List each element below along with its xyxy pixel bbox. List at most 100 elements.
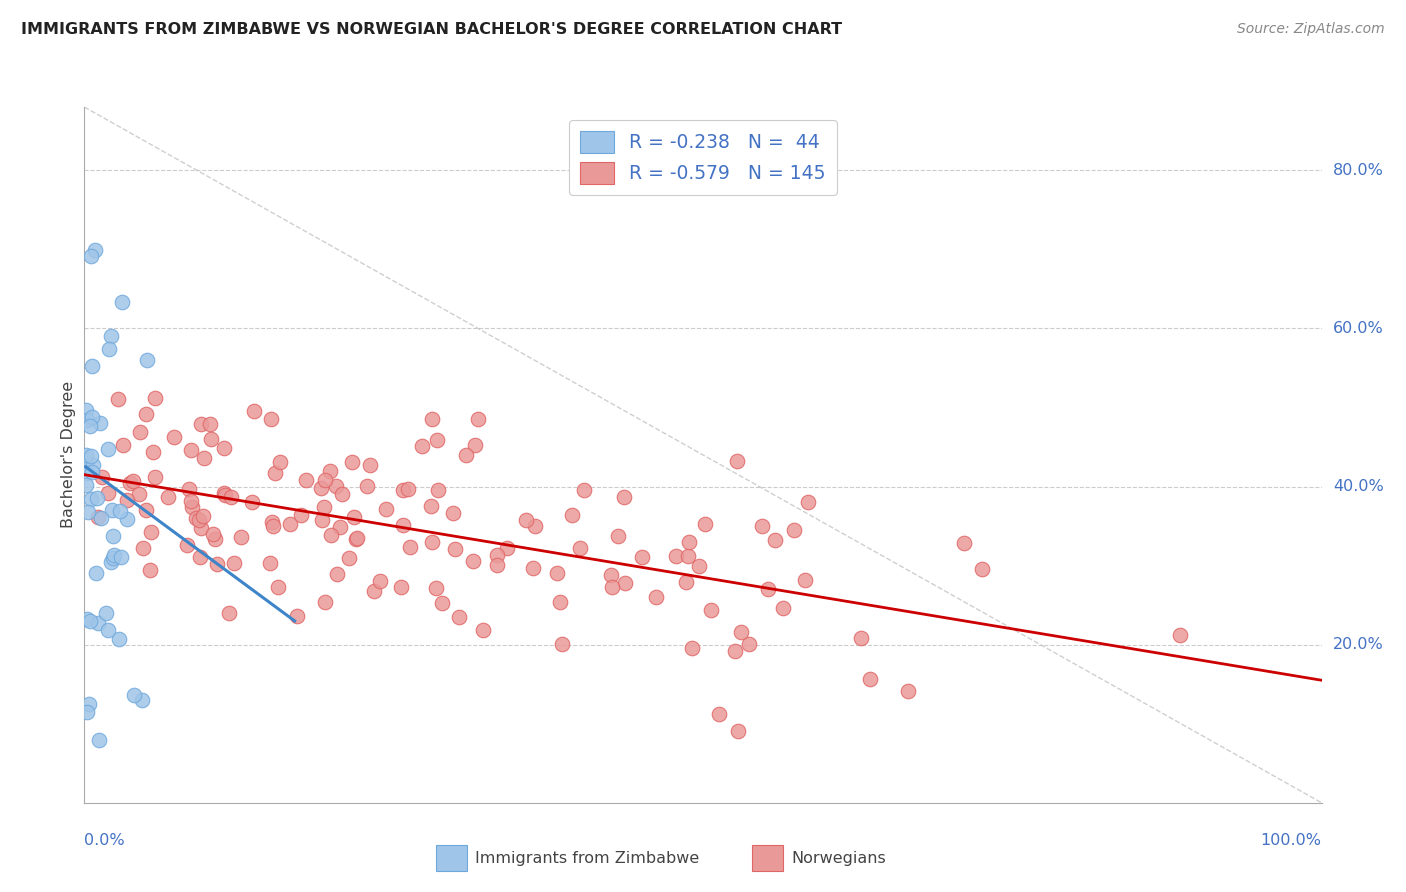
Point [121, 474, 143, 488]
Point [218, 606, 240, 620]
Point [693, 516, 716, 531]
Point [772, 600, 794, 615]
Point [392, 517, 415, 532]
Point [191, 508, 214, 523]
Point [607, 529, 630, 543]
Point [97, 623, 120, 637]
Point [522, 561, 544, 575]
Text: Immigrants from Zimbabwe: Immigrants from Zimbabwe [475, 851, 699, 865]
Point [135, 502, 157, 516]
Point [118, 475, 141, 490]
Point [122, 689, 145, 703]
Point [77, 697, 100, 711]
Point [193, 450, 215, 465]
Text: 60.0%: 60.0% [1333, 321, 1384, 336]
Point [363, 583, 385, 598]
Point [793, 574, 815, 588]
Point [515, 513, 537, 527]
Point [143, 470, 166, 484]
Point [849, 631, 872, 645]
Point [342, 455, 364, 469]
Point [485, 558, 508, 573]
Point [278, 516, 301, 531]
Point [441, 506, 464, 520]
Point [389, 580, 412, 594]
Point [751, 519, 773, 533]
Point [111, 438, 134, 452]
Point [495, 541, 517, 555]
Point [82, 458, 104, 472]
Point [132, 541, 155, 556]
Text: 0.0%: 0.0% [84, 833, 125, 848]
Point [614, 575, 637, 590]
Point [763, 533, 786, 548]
Point [675, 574, 697, 589]
Point [326, 566, 349, 581]
Point [188, 513, 211, 527]
Point [314, 474, 336, 488]
Point [645, 590, 668, 604]
Point [724, 644, 747, 658]
Point [110, 549, 132, 564]
Point [259, 412, 281, 426]
Point [396, 482, 419, 496]
Point [600, 580, 623, 594]
Point [110, 504, 132, 518]
Point [179, 483, 201, 497]
Point [143, 391, 166, 405]
Point [86, 491, 108, 506]
Point [94, 606, 117, 620]
Point [425, 582, 447, 596]
Point [550, 594, 572, 608]
Text: 80.0%: 80.0% [1333, 163, 1384, 178]
Point [135, 407, 157, 421]
Point [485, 548, 508, 562]
Point [117, 511, 139, 525]
Point [135, 353, 157, 368]
Point [796, 495, 818, 509]
Point [859, 672, 882, 686]
Point [176, 538, 198, 552]
Point [449, 609, 471, 624]
Point [356, 478, 378, 492]
Point [678, 549, 700, 563]
Point [392, 483, 415, 497]
Point [572, 483, 595, 497]
Point [90, 470, 112, 484]
Point [87, 616, 110, 631]
Point [783, 523, 806, 537]
Point [97, 342, 120, 356]
Point [311, 513, 333, 527]
Point [897, 684, 920, 698]
Text: Source: ZipAtlas.com: Source: ZipAtlas.com [1237, 22, 1385, 37]
Point [75, 478, 97, 492]
Point [330, 487, 353, 501]
Point [89, 416, 111, 430]
Point [456, 448, 478, 462]
Point [953, 536, 976, 550]
Point [80, 359, 103, 373]
Point [613, 491, 636, 505]
Point [444, 541, 467, 556]
Point [97, 442, 120, 456]
Point [139, 563, 162, 577]
Point [678, 535, 700, 549]
Point [546, 566, 568, 580]
Point [128, 486, 150, 500]
Point [568, 541, 591, 556]
Point [103, 548, 125, 562]
Point [79, 249, 101, 263]
Point [707, 707, 730, 722]
Point [131, 693, 153, 707]
Point [464, 438, 486, 452]
Point [756, 582, 779, 597]
Point [375, 501, 398, 516]
Point [76, 413, 98, 427]
Legend: R = -0.238   N =  44, R = -0.579   N = 145: R = -0.238 N = 44, R = -0.579 N = 145 [569, 120, 837, 195]
Point [84, 243, 107, 257]
Text: IMMIGRANTS FROM ZIMBABWE VS NORWEGIAN BACHELOR'S DEGREE CORRELATION CHART: IMMIGRANTS FROM ZIMBABWE VS NORWEGIAN BA… [21, 22, 842, 37]
Point [84, 566, 107, 580]
Point [599, 567, 621, 582]
Point [181, 500, 204, 514]
Point [370, 574, 392, 588]
